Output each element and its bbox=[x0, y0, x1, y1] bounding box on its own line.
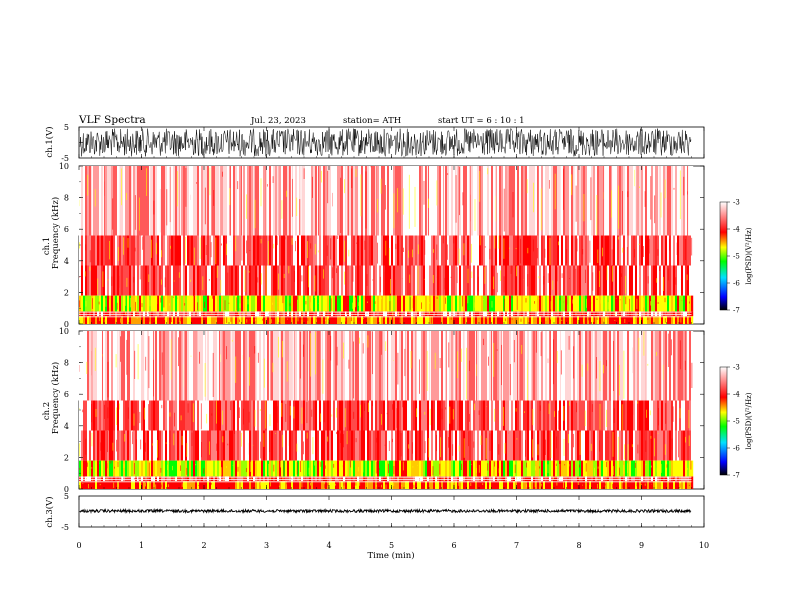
x-tick-label: 1 bbox=[139, 541, 144, 550]
ch1-waveform bbox=[79, 128, 692, 157]
colorbar-2 bbox=[719, 366, 728, 476]
spectrogram-band bbox=[79, 316, 694, 324]
colorbar-tick-label: -7 bbox=[733, 472, 740, 480]
x-tick-label: 7 bbox=[514, 541, 519, 550]
colorbar-tick-label: -5 bbox=[733, 418, 740, 426]
y-tick-label: 2 bbox=[64, 288, 69, 297]
chart-title: VLF Spectra bbox=[78, 114, 146, 126]
y-tick-label: 4 bbox=[64, 257, 69, 266]
spectrogram-band bbox=[79, 331, 694, 401]
x-tick-label: 2 bbox=[201, 541, 206, 550]
ch2-spectrogram-ylabel-frequency: Frequency (kHz) bbox=[50, 362, 61, 434]
colorbar-tick-label: -4 bbox=[733, 391, 740, 399]
spectrogram-band bbox=[79, 430, 694, 461]
spectrogram-band bbox=[79, 400, 694, 431]
y-tick-label: 0 bbox=[64, 485, 69, 494]
x-tick-label: 6 bbox=[451, 541, 456, 550]
start-time-label: start UT = 6 : 10 : 1 bbox=[438, 116, 525, 126]
colorbar-2-label: log(PSD)(V²/Hz) bbox=[745, 392, 753, 449]
colorbar-tick-label: -3 bbox=[733, 364, 740, 372]
spectrogram-band bbox=[79, 295, 694, 312]
spectrogram-band bbox=[79, 265, 694, 296]
y-tick-label: 6 bbox=[64, 390, 69, 399]
colorbar-tick-label: -6 bbox=[733, 445, 740, 453]
waveform-trace bbox=[79, 128, 692, 157]
y-tick-label: 10 bbox=[59, 327, 69, 336]
y-tick-label: -5 bbox=[61, 154, 69, 163]
x-tick-label: 8 bbox=[576, 541, 581, 550]
waveform-trace bbox=[79, 507, 692, 515]
colorbar-1-label: log(PSD)(V²/Hz) bbox=[745, 227, 753, 284]
y-tick-label: 8 bbox=[64, 194, 69, 203]
x-axis-label: Time (min) bbox=[367, 550, 414, 561]
date-label: Jul. 23, 2023 bbox=[250, 116, 306, 126]
y-tick-label: 10 bbox=[59, 162, 69, 171]
colorbar-tick-label: -6 bbox=[733, 280, 740, 288]
colorbar-tick-label: -5 bbox=[733, 253, 740, 261]
spectrogram-band bbox=[79, 481, 694, 489]
ch2-spectrogram bbox=[78, 331, 694, 489]
colorbar-tick-label: -3 bbox=[733, 199, 740, 207]
colorbar-1 bbox=[719, 201, 728, 311]
ch3-waveform-ylabel: ch.3(V) bbox=[44, 496, 55, 527]
spectrogram-band bbox=[79, 235, 694, 266]
y-tick-label: 5 bbox=[64, 492, 69, 501]
x-tick-label: 3 bbox=[264, 541, 269, 550]
x-tick-label: 5 bbox=[389, 541, 394, 550]
y-tick-label: 4 bbox=[64, 422, 69, 431]
spectrogram-band bbox=[79, 476, 694, 482]
y-tick-label: 6 bbox=[64, 225, 69, 234]
spectrogram-band bbox=[79, 460, 694, 477]
ch1-spectrogram-ylabel-frequency: Frequency (kHz) bbox=[50, 197, 61, 269]
colorbar-ticks: -3 -4 -5 -6 -7 -3 -4 -5 -6 -7 bbox=[727, 199, 740, 480]
colorbar-tick-label: -7 bbox=[733, 307, 740, 315]
y-tick-label: 2 bbox=[64, 453, 69, 462]
y-tick-label: 5 bbox=[64, 123, 69, 132]
ch1-spectrogram bbox=[78, 166, 694, 324]
x-tick-label: 4 bbox=[326, 541, 331, 550]
ch1-spectrogram-ylabel-channel: ch.1 bbox=[42, 237, 52, 255]
y-tick-label: -5 bbox=[61, 523, 69, 532]
x-tick-label: 0 bbox=[76, 541, 81, 550]
ch3-waveform bbox=[79, 507, 692, 515]
y-tick-label: 8 bbox=[64, 359, 69, 368]
ch1-waveform-ylabel: ch.1(V) bbox=[44, 126, 55, 157]
x-tick-label: 9 bbox=[639, 541, 644, 550]
colorbar-tick-label: -4 bbox=[733, 226, 740, 234]
x-tick-label: 10 bbox=[699, 541, 709, 550]
spectrogram-band bbox=[79, 166, 694, 236]
ch2-spectrogram-ylabel-channel: ch.2 bbox=[42, 402, 52, 420]
station-label: station= ATH bbox=[343, 116, 401, 126]
y-tick-label: 0 bbox=[64, 320, 69, 329]
